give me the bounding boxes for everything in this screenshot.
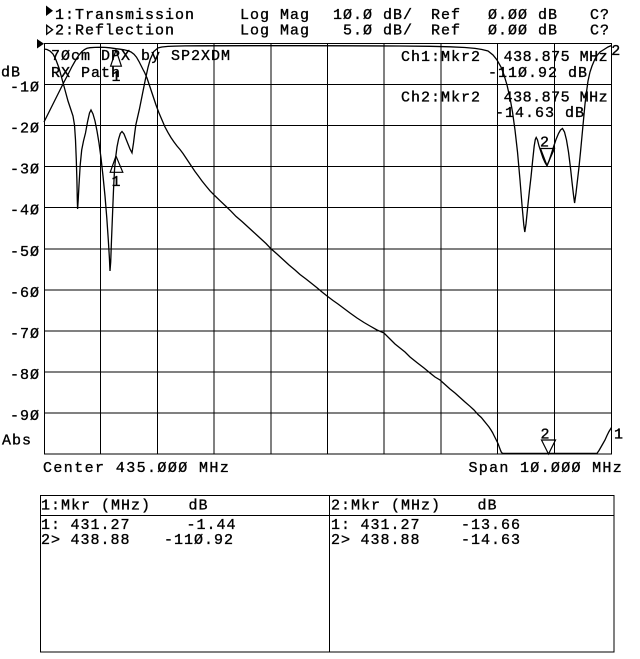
svg-text:Ø.ØØ dB: Ø.ØØ dB bbox=[488, 23, 558, 40]
svg-text:C?: C? bbox=[590, 7, 610, 24]
svg-text:Ø.ØØ dB: Ø.ØØ dB bbox=[488, 7, 558, 24]
svg-text:438.875 MHz: 438.875 MHz bbox=[504, 90, 609, 107]
svg-text:-7Ø: -7Ø bbox=[10, 326, 40, 343]
svg-text:Log Mag: Log Mag bbox=[240, 23, 310, 40]
svg-text:1: 1 bbox=[614, 427, 624, 444]
svg-text:2: 2 bbox=[541, 427, 551, 444]
svg-text:-14.63 dB: -14.63 dB bbox=[495, 105, 585, 122]
svg-text:-13.66: -13.66 bbox=[461, 517, 521, 534]
svg-text:Ref: Ref bbox=[431, 7, 461, 24]
svg-text:1:Mkr (MHz): 1:Mkr (MHz) bbox=[41, 497, 151, 514]
svg-text:2:Reflection: 2:Reflection bbox=[55, 23, 175, 40]
svg-text:C?: C? bbox=[590, 23, 610, 40]
svg-text:2>: 2> bbox=[331, 532, 351, 549]
svg-text:5.Ø dB/: 5.Ø dB/ bbox=[343, 23, 413, 40]
svg-text:1: 1 bbox=[112, 174, 122, 191]
svg-text:1Ø.Ø dB/: 1Ø.Ø dB/ bbox=[333, 7, 413, 24]
svg-text:438.88: 438.88 bbox=[71, 532, 131, 549]
svg-text:-1Ø: -1Ø bbox=[10, 80, 40, 97]
svg-text:-9Ø: -9Ø bbox=[10, 408, 40, 425]
svg-text:1:Transmission: 1:Transmission bbox=[55, 7, 195, 24]
svg-text:-5Ø: -5Ø bbox=[10, 244, 40, 261]
svg-text:-14.63: -14.63 bbox=[461, 532, 521, 549]
svg-text:-6Ø: -6Ø bbox=[10, 285, 40, 302]
svg-text:-3Ø: -3Ø bbox=[10, 162, 40, 179]
svg-text:Ch2:Mkr2: Ch2:Mkr2 bbox=[401, 90, 481, 107]
svg-text:-11Ø.92: -11Ø.92 bbox=[164, 532, 234, 549]
svg-text:2:Mkr (MHz): 2:Mkr (MHz) bbox=[331, 497, 441, 514]
svg-text:Ref: Ref bbox=[431, 23, 461, 40]
svg-text:Span 1Ø.ØØØ MHz: Span 1Ø.ØØØ MHz bbox=[469, 460, 624, 477]
svg-text:7Øcm DPX by SP2XDM: 7Øcm DPX by SP2XDM bbox=[51, 48, 231, 65]
svg-text:438.875 MHz: 438.875 MHz bbox=[504, 49, 609, 66]
svg-text:dB: dB bbox=[189, 497, 209, 514]
svg-text:-11Ø.92 dB: -11Ø.92 dB bbox=[488, 65, 588, 82]
svg-text:-8Ø: -8Ø bbox=[10, 367, 40, 384]
svg-text:-2Ø: -2Ø bbox=[10, 121, 40, 138]
svg-text:Log Mag: Log Mag bbox=[240, 7, 310, 24]
svg-text:1:: 1: bbox=[41, 517, 61, 534]
svg-text:RX Path: RX Path bbox=[51, 65, 121, 82]
svg-text:dB: dB bbox=[1, 65, 21, 82]
svg-text:Ch1:Mkr2: Ch1:Mkr2 bbox=[401, 49, 481, 66]
svg-text:431.27: 431.27 bbox=[71, 517, 131, 534]
svg-text:Abs: Abs bbox=[2, 433, 32, 450]
svg-text:1: 1 bbox=[112, 69, 122, 86]
svg-text:2>: 2> bbox=[41, 532, 61, 549]
svg-text:1:: 1: bbox=[331, 517, 351, 534]
svg-text:438.88: 438.88 bbox=[361, 532, 421, 549]
svg-text:431.27: 431.27 bbox=[361, 517, 421, 534]
svg-text:-4Ø: -4Ø bbox=[10, 203, 40, 220]
svg-text:2: 2 bbox=[540, 135, 550, 152]
svg-text:-1.44: -1.44 bbox=[187, 517, 237, 534]
svg-text:2: 2 bbox=[611, 43, 621, 60]
svg-text:Center 435.ØØØ MHz: Center 435.ØØØ MHz bbox=[43, 460, 230, 477]
svg-text:dB: dB bbox=[478, 497, 498, 514]
